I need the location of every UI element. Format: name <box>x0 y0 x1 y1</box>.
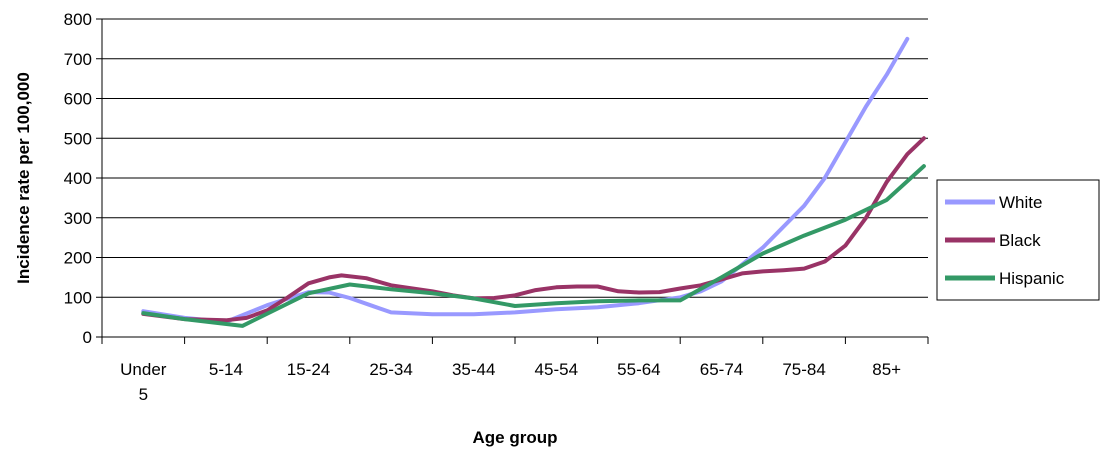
y-tick-label: 700 <box>64 50 92 69</box>
series-line-hispanic <box>141 164 926 328</box>
series-line-black <box>141 136 926 323</box>
x-tick-label: 75-84 <box>782 360 825 379</box>
legend-label-white: White <box>999 193 1042 212</box>
legend-label-black: Black <box>999 231 1041 250</box>
x-tick-label: Under 5 <box>120 360 167 404</box>
y-tick-label: 800 <box>64 10 92 29</box>
legend: White Black Hispanic <box>936 179 1100 301</box>
y-tick-label: 400 <box>64 169 92 188</box>
y-axis-title: Incidence rate per 100,000 <box>14 72 33 284</box>
legend-label-hispanic: Hispanic <box>999 269 1065 288</box>
y-tick-label: 100 <box>64 288 92 307</box>
y-tick-label: 200 <box>64 249 92 268</box>
x-axis-title: Age group <box>473 428 558 447</box>
y-tick-label: 300 <box>64 209 92 228</box>
series-layer <box>141 36 926 328</box>
x-tick-label: 85+ <box>872 360 901 379</box>
x-tick-label: 55-64 <box>617 360 660 379</box>
gridlines <box>102 18 928 298</box>
x-tick-label: 35-44 <box>452 360 495 379</box>
x-tick-label: 45-54 <box>535 360 578 379</box>
x-tick-label: 65-74 <box>700 360 743 379</box>
x-tick-label: 5-14 <box>209 360 243 379</box>
y-tick-label: 500 <box>64 129 92 148</box>
y-tick-label: 0 <box>83 328 92 347</box>
y-axis-ticks: 0 100 200 300 400 500 600 700 800 <box>64 10 102 347</box>
series-line-white <box>141 36 910 324</box>
x-tick-label: 25-34 <box>369 360 412 379</box>
x-axis-ticks: Under 5 5-14 15-24 25-34 35-44 45-54 55-64 65-74… <box>101 337 929 404</box>
y-tick-label: 600 <box>64 90 92 109</box>
x-tick-label: 15-24 <box>287 360 330 379</box>
